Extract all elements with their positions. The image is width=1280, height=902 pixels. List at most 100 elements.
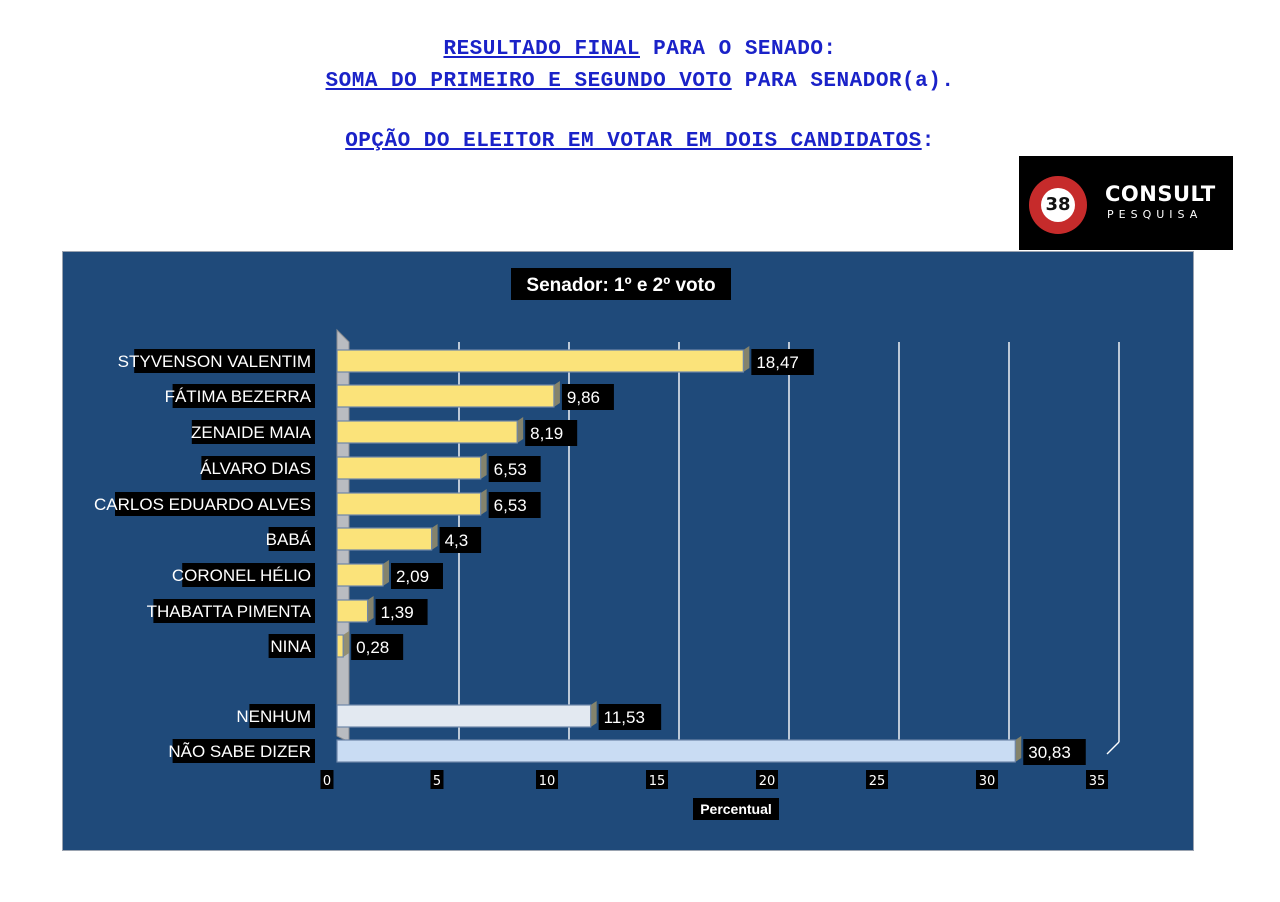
gridline-floor: [1106, 741, 1120, 755]
x-tick-box: [430, 770, 444, 789]
category-label: NINA: [270, 637, 311, 656]
value-label: 6,53: [494, 460, 527, 479]
value-label-box: [390, 563, 443, 589]
logo-subtitle: PESQUISA: [1107, 208, 1203, 221]
logo-name: CONSULT: [1105, 182, 1216, 206]
value-label-box: [598, 704, 662, 730]
value-label: 30,83: [1028, 743, 1071, 762]
x-tick-box: [866, 770, 888, 789]
x-axis-label-box: [693, 798, 779, 820]
category-label-box: [134, 349, 315, 373]
bar-depth: [743, 346, 750, 372]
x-axis-label: Percentual: [700, 801, 772, 817]
chart-area: Senador: 1º e 2º voto STYVENSON VALENTIM 1…: [62, 251, 1194, 851]
x-tick-label: 5: [433, 774, 441, 789]
category-label-box: [182, 563, 315, 587]
category-label: FÁTIMA BEZERRA: [165, 387, 312, 406]
bar-depth: [367, 596, 374, 622]
report-title-line-2: SOMA DO PRIMEIRO E SEGUNDO VOTO PARA SEN…: [0, 70, 1280, 93]
category-label-box: [172, 739, 315, 763]
bar-depth: [382, 560, 389, 586]
title-underlined-text: RESULTADO FINAL: [443, 38, 640, 61]
value-label: 2,09: [396, 567, 429, 586]
category-label-box: [191, 420, 315, 444]
logo-badge-icon: 38: [1029, 176, 1087, 234]
x-tick-box: [756, 770, 778, 789]
x-tick-box: [976, 770, 998, 789]
bar-depth: [590, 701, 597, 727]
value-label: 6,53: [494, 496, 527, 515]
value-label-box: [375, 599, 428, 625]
category-label-box: [115, 492, 315, 516]
x-tick-label: 20: [759, 774, 776, 789]
x-tick-box: [646, 770, 668, 789]
category-label: NÃO SABE DIZER: [168, 742, 311, 761]
value-label: 9,86: [567, 388, 600, 407]
section-underlined-text: OPÇÃO DO ELEITOR EM VOTAR EM DOIS CANDID…: [345, 130, 922, 153]
x-tick-label: 15: [649, 774, 666, 789]
bar-depth: [517, 417, 524, 443]
bar-depth: [343, 631, 350, 657]
value-label-box: [439, 527, 482, 553]
category-label: CORONEL HÉLIO: [172, 566, 311, 585]
bar-chart: Senador: 1º e 2º voto STYVENSON VALENTIM 1…: [94, 268, 1120, 820]
value-label: 1,39: [381, 603, 414, 622]
bar: [336, 527, 433, 551]
bar: [336, 492, 482, 516]
category-label: CARLOS EDUARDO ALVES: [94, 495, 311, 514]
subtitle-underlined-text: SOMA DO PRIMEIRO E SEGUNDO VOTO: [325, 70, 732, 93]
value-label-box: [488, 456, 541, 482]
category-label: NENHUM: [236, 707, 311, 726]
report-title-line-3: OPÇÃO DO ELEITOR EM VOTAR EM DOIS CANDID…: [0, 130, 1280, 153]
category-label-box: [201, 456, 315, 480]
bar: [336, 634, 344, 658]
chart-title: Senador: 1º e 2º voto: [526, 275, 715, 296]
value-label-box: [488, 492, 541, 518]
category-label: ZENAIDE MAIA: [191, 423, 312, 442]
value-label: 18,47: [756, 353, 799, 372]
subtitle-rest-text: PARA SENADOR(a).: [731, 70, 955, 93]
x-tick-box: [1086, 770, 1108, 789]
value-label: 11,53: [604, 708, 645, 727]
bar: [336, 384, 555, 408]
category-label: STYVENSON VALENTIM: [118, 352, 311, 371]
value-label-box: [525, 420, 578, 446]
bar: [336, 420, 518, 444]
x-tick-box: [536, 770, 558, 789]
value-label: 8,19: [530, 424, 563, 443]
bar: [336, 704, 592, 728]
category-label-box: [268, 527, 315, 551]
x-tick-label: 30: [979, 774, 996, 789]
report-title-line-1: RESULTADO FINAL PARA O SENADO:: [0, 38, 1280, 61]
x-tick-label: 0: [323, 774, 331, 789]
bar: [336, 456, 482, 480]
bar-depth: [553, 381, 560, 407]
x-tick-label: 25: [869, 774, 886, 789]
bar: [336, 349, 744, 373]
category-label-box: [172, 384, 315, 408]
value-label-box: [351, 634, 404, 660]
value-label-box: [1023, 739, 1086, 765]
bar-depth: [480, 453, 487, 479]
category-label-box: [268, 634, 315, 658]
category-label: BABÁ: [266, 530, 312, 549]
x-tick-label: 35: [1089, 774, 1106, 789]
consult-logo: 38 CONSULT PESQUISA: [1019, 156, 1233, 250]
category-label-box: [249, 704, 315, 728]
x-tick-label: 10: [539, 774, 556, 789]
category-label: THABATTA PIMENTA: [147, 602, 312, 621]
bar: [336, 739, 1016, 763]
category-label: ÁLVARO DIAS: [200, 459, 311, 478]
value-label-box: [751, 349, 814, 375]
x-tick-box: [320, 770, 334, 789]
logo-badge-text: 38: [1041, 188, 1075, 222]
value-label: 0,28: [356, 638, 389, 657]
value-label-box: [561, 384, 614, 410]
title-rest-text: PARA O SENADO:: [640, 38, 837, 61]
bar: [336, 599, 369, 623]
bar-depth: [480, 489, 487, 515]
value-label: 4,3: [445, 531, 469, 550]
bar-depth: [1015, 736, 1022, 762]
chart-title-box: [511, 268, 731, 300]
bar-depth: [431, 524, 438, 550]
